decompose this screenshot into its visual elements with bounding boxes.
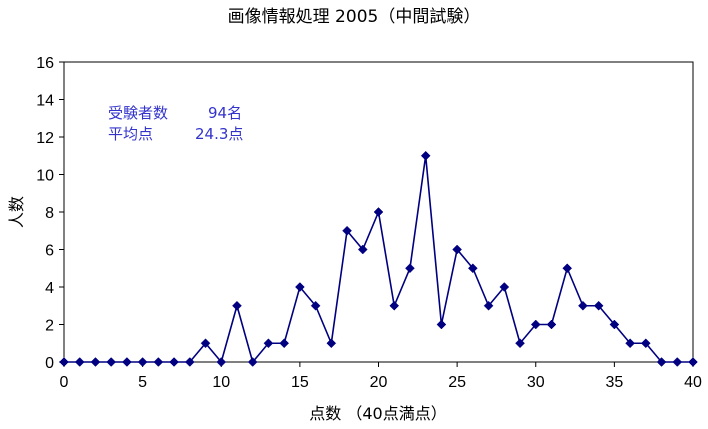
data-point-marker bbox=[137, 357, 148, 367]
data-point-marker bbox=[184, 357, 195, 367]
data-point-marker bbox=[90, 357, 101, 367]
annotation-label-average: 平均点 bbox=[108, 125, 153, 143]
y-tick-label: 8 bbox=[45, 205, 54, 222]
x-tick-label: 25 bbox=[448, 374, 466, 391]
data-point-marker bbox=[310, 300, 321, 311]
data-point-marker bbox=[373, 207, 384, 217]
data-point-marker bbox=[279, 338, 290, 349]
data-point-marker bbox=[295, 282, 305, 292]
data-point-marker bbox=[389, 300, 400, 311]
y-tick-label: 12 bbox=[36, 130, 54, 147]
x-tick-label: 30 bbox=[527, 374, 545, 391]
data-point-marker bbox=[625, 338, 635, 349]
data-point-marker bbox=[562, 263, 573, 274]
data-point-marker bbox=[420, 150, 431, 161]
x-axis: 0 5 10 15 20 25 30 35 40 bbox=[60, 362, 702, 391]
data-point-marker bbox=[216, 357, 227, 367]
data-point-marker bbox=[122, 357, 132, 367]
data-point-marker bbox=[609, 319, 620, 330]
data-point-marker bbox=[672, 357, 683, 367]
data-point-marker bbox=[106, 357, 117, 367]
y-tick-label: 0 bbox=[45, 355, 54, 372]
y-tick-label: 16 bbox=[36, 55, 54, 72]
y-tick-label: 2 bbox=[45, 318, 54, 335]
data-point-marker bbox=[357, 244, 368, 255]
data-point-marker bbox=[436, 319, 447, 330]
data-point-marker bbox=[263, 338, 274, 349]
y-tick-label: 6 bbox=[45, 243, 54, 260]
x-tick-label: 20 bbox=[370, 374, 388, 391]
series-layer bbox=[59, 150, 698, 367]
chart-title: 画像情報処理 2005（中間試験） bbox=[228, 7, 481, 27]
data-point-marker bbox=[74, 357, 85, 367]
data-point-marker bbox=[499, 282, 510, 292]
y-tick-label: 4 bbox=[45, 280, 54, 297]
data-point-marker bbox=[515, 338, 525, 349]
data-point-marker bbox=[546, 319, 557, 330]
x-tick-label: 35 bbox=[605, 374, 623, 391]
data-point-marker bbox=[59, 357, 69, 367]
x-tick-label: 5 bbox=[138, 374, 147, 391]
annotation-value-average: 24.3点 bbox=[195, 125, 243, 143]
data-point-marker bbox=[405, 263, 415, 274]
x-tick-label: 0 bbox=[60, 374, 69, 391]
annotation-label-examinees: 受験者数 bbox=[108, 104, 168, 122]
data-point-marker bbox=[342, 225, 352, 236]
data-point-marker bbox=[640, 338, 651, 349]
data-point-marker bbox=[169, 357, 179, 367]
annotation-box: 受験者数 94名 平均点 24.3点 bbox=[108, 104, 243, 143]
annotation-value-examinees: 94名 bbox=[208, 104, 242, 122]
data-point-marker bbox=[326, 338, 337, 349]
x-axis-title: 点数 （40点満点） bbox=[309, 404, 446, 423]
data-point-marker bbox=[578, 300, 588, 311]
data-point-marker bbox=[688, 357, 698, 367]
data-point-marker bbox=[530, 319, 541, 330]
data-point-marker bbox=[232, 300, 242, 311]
x-tick-label: 40 bbox=[684, 374, 702, 391]
data-point-marker bbox=[656, 357, 667, 367]
y-tick-label: 10 bbox=[36, 168, 54, 185]
y-axis: 0 2 4 6 8 10 12 14 16 bbox=[36, 55, 64, 372]
data-point-marker bbox=[452, 244, 462, 255]
y-tick-label: 14 bbox=[36, 93, 54, 110]
data-point-marker bbox=[247, 357, 258, 367]
data-point-marker bbox=[593, 300, 604, 311]
x-tick-label: 10 bbox=[212, 374, 230, 391]
data-point-marker bbox=[153, 357, 164, 367]
y-axis-title: 人数 bbox=[7, 196, 26, 228]
data-point-marker bbox=[200, 338, 211, 349]
x-tick-label: 15 bbox=[291, 374, 309, 391]
data-point-marker bbox=[483, 300, 494, 311]
data-point-marker bbox=[467, 263, 478, 274]
